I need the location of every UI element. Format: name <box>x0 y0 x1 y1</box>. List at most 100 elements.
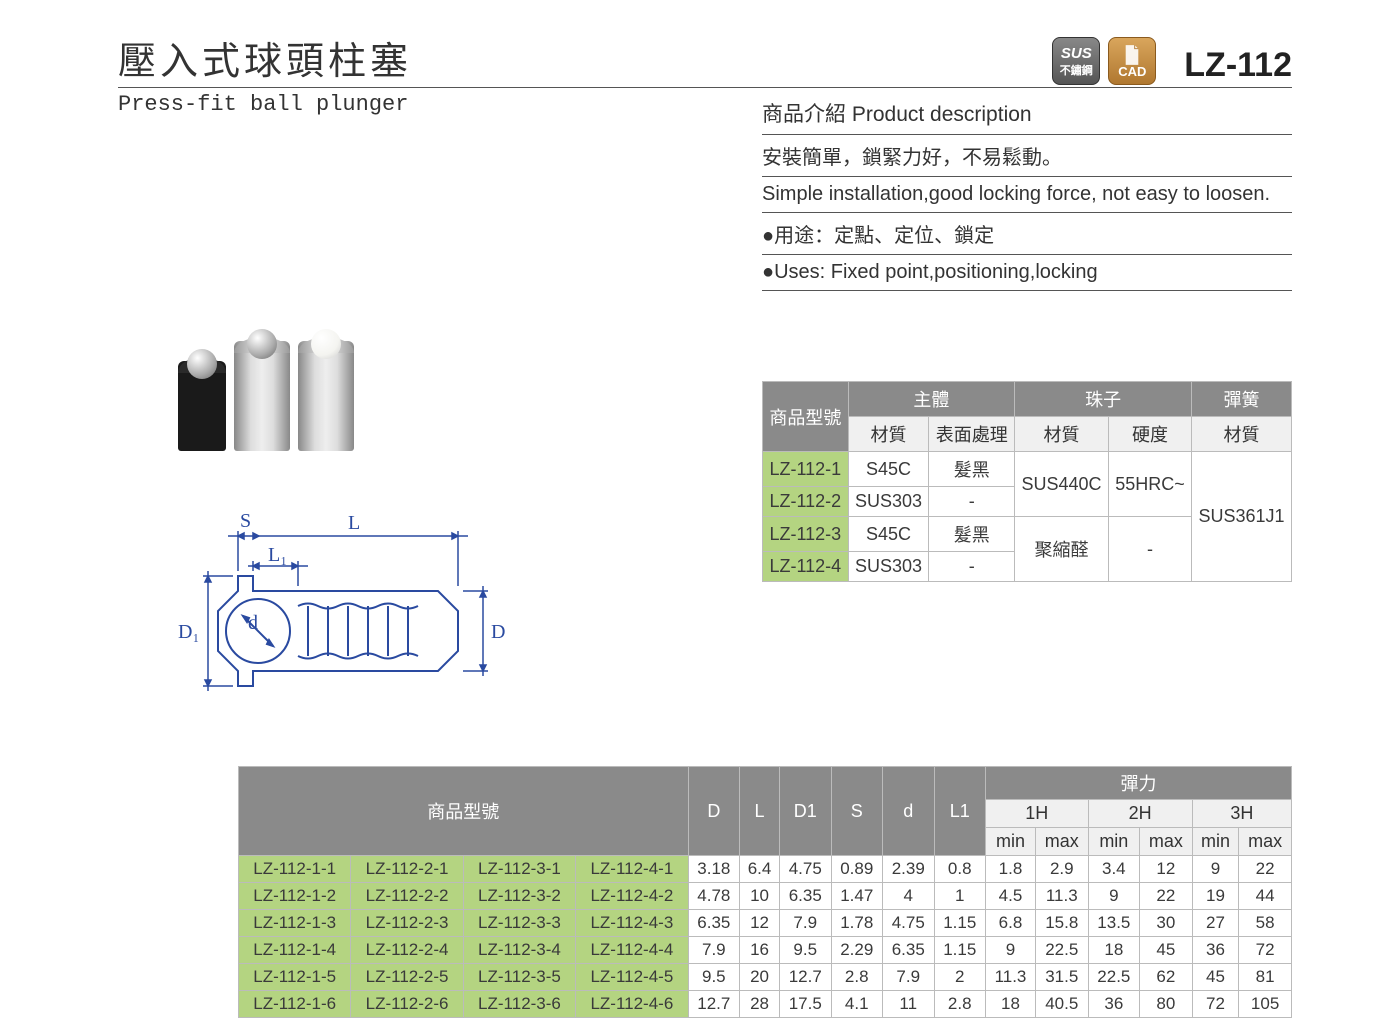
subtitle-english: Press-fit ball plunger <box>118 92 408 291</box>
value-cell: 28 <box>740 991 780 1018</box>
model-cell: LZ-112-1-4 <box>239 937 351 964</box>
value-cell: 45 <box>1192 964 1239 991</box>
model-cell: LZ-112-4-5 <box>576 964 688 991</box>
value-cell: 80 <box>1140 991 1193 1018</box>
value-cell: 0.8 <box>934 856 986 883</box>
value-cell: 11 <box>883 991 935 1018</box>
mat-head-spring: 彈簧 <box>1192 382 1292 417</box>
model-cell: LZ-112-3-5 <box>463 964 575 991</box>
value-cell: 18 <box>986 991 1036 1018</box>
value-cell: 31.5 <box>1035 964 1088 991</box>
value-cell: 44 <box>1239 883 1292 910</box>
model-cell: LZ-112-1-2 <box>239 883 351 910</box>
value-cell: 6.35 <box>688 910 740 937</box>
value-cell: 2.8 <box>934 991 986 1018</box>
value-cell: 1.15 <box>934 910 986 937</box>
header-right: SUS 不鏽鋼 CAD LZ-112 <box>1052 37 1292 85</box>
value-cell: 10 <box>740 883 780 910</box>
value-cell: 17.5 <box>780 991 832 1018</box>
value-cell: 40.5 <box>1035 991 1088 1018</box>
svg-text:D: D <box>491 621 505 643</box>
value-cell: 22.5 <box>1035 937 1088 964</box>
value-cell: 12 <box>740 910 780 937</box>
model-cell: LZ-112-1-5 <box>239 964 351 991</box>
value-cell: 4.5 <box>986 883 1036 910</box>
model-cell: LZ-112-3-2 <box>463 883 575 910</box>
model-cell: LZ-112-2-6 <box>351 991 463 1018</box>
value-cell: 62 <box>1140 964 1193 991</box>
value-cell: 9 <box>1192 856 1239 883</box>
mat-head-model: 商品型號 <box>763 382 849 452</box>
table-row: LZ-112-1-4LZ-112-2-4LZ-112-3-4LZ-112-4-4… <box>239 937 1292 964</box>
file-icon <box>1123 44 1141 66</box>
value-cell: 16 <box>740 937 780 964</box>
value-cell: 7.9 <box>883 964 935 991</box>
value-cell: 11.3 <box>986 964 1036 991</box>
value-cell: 3.18 <box>688 856 740 883</box>
value-cell: 12.7 <box>780 964 832 991</box>
value-cell: 6.4 <box>740 856 780 883</box>
desc-heading: 商品介紹 Product description <box>762 92 1292 135</box>
value-cell: 105 <box>1239 991 1292 1018</box>
svg-text:L: L <box>348 512 360 534</box>
value-cell: 2 <box>934 964 986 991</box>
value-cell: 11.3 <box>1035 883 1088 910</box>
value-cell: 9 <box>986 937 1036 964</box>
model-cell: LZ-112-3-4 <box>463 937 575 964</box>
value-cell: 4.78 <box>688 883 740 910</box>
value-cell: 81 <box>1239 964 1292 991</box>
table-row: LZ-112-1-6LZ-112-2-6LZ-112-3-6LZ-112-4-6… <box>239 991 1292 1018</box>
value-cell: 22.5 <box>1088 964 1140 991</box>
table-row: LZ-112-1-5LZ-112-2-5LZ-112-3-5LZ-112-4-5… <box>239 964 1292 991</box>
header: 壓入式球頭柱塞 SUS 不鏽鋼 CAD LZ-112 <box>118 30 1292 88</box>
value-cell: 2.29 <box>831 937 883 964</box>
table-row: LZ-112-1-2LZ-112-2-2LZ-112-3-2LZ-112-4-2… <box>239 883 1292 910</box>
plunger-image-icon <box>178 361 226 451</box>
desc-line: Simple installation,good locking force, … <box>762 177 1292 213</box>
subtitle-row: Press-fit ball plunger 商品介紹 Product desc… <box>118 92 1292 291</box>
value-cell: 12.7 <box>688 991 740 1018</box>
model-cell: LZ-112-2-3 <box>351 910 463 937</box>
value-cell: 1.47 <box>831 883 883 910</box>
mat-head-body: 主體 <box>848 382 1014 417</box>
value-cell: 1.15 <box>934 937 986 964</box>
product-photo <box>178 341 762 451</box>
value-cell: 1.78 <box>831 910 883 937</box>
cross-section-icon: S L L₁ D₁ d D <box>148 511 508 721</box>
value-cell: 6.35 <box>780 883 832 910</box>
value-cell: 7.9 <box>688 937 740 964</box>
value-cell: 4.75 <box>780 856 832 883</box>
svg-text:L₁: L₁ <box>268 544 287 566</box>
plunger-image-icon <box>298 341 354 451</box>
value-cell: 9 <box>1088 883 1140 910</box>
value-cell: 1.8 <box>986 856 1036 883</box>
svg-text:S: S <box>240 511 251 532</box>
model-cell: LZ-112-3-3 <box>463 910 575 937</box>
main-content: S L L₁ D₁ d D 商品型號 主體 珠子 彈簧 材質 表面處理 材質 <box>118 291 1292 726</box>
model-cell: LZ-112-4-4 <box>576 937 688 964</box>
value-cell: 20 <box>740 964 780 991</box>
value-cell: 0.89 <box>831 856 883 883</box>
model-cell: LZ-112-3-6 <box>463 991 575 1018</box>
value-cell: 12 <box>1140 856 1193 883</box>
value-cell: 2.8 <box>831 964 883 991</box>
value-cell: 30 <box>1140 910 1193 937</box>
value-cell: 27 <box>1192 910 1239 937</box>
value-cell: 22 <box>1239 856 1292 883</box>
value-cell: 6.8 <box>986 910 1036 937</box>
specification-table: 商品型號 D L D1 S d L1 彈力 1H 2H 3H minmax mi… <box>238 766 1292 1018</box>
badge-cad-icon: CAD <box>1108 37 1156 85</box>
value-cell: 13.5 <box>1088 910 1140 937</box>
value-cell: 72 <box>1192 991 1239 1018</box>
value-cell: 19 <box>1192 883 1239 910</box>
title-chinese: 壓入式球頭柱塞 <box>118 30 412 85</box>
model-cell: LZ-112-2-5 <box>351 964 463 991</box>
model-cell: LZ-112-4-1 <box>576 856 688 883</box>
model-cell: LZ-112-1-6 <box>239 991 351 1018</box>
value-cell: 9.5 <box>688 964 740 991</box>
desc-line: ●用途：定點、定位、鎖定 <box>762 213 1292 255</box>
value-cell: 4 <box>883 883 935 910</box>
value-cell: 18 <box>1088 937 1140 964</box>
technical-diagram: S L L₁ D₁ d D <box>148 511 762 726</box>
model-cell: LZ-112-2-1 <box>351 856 463 883</box>
